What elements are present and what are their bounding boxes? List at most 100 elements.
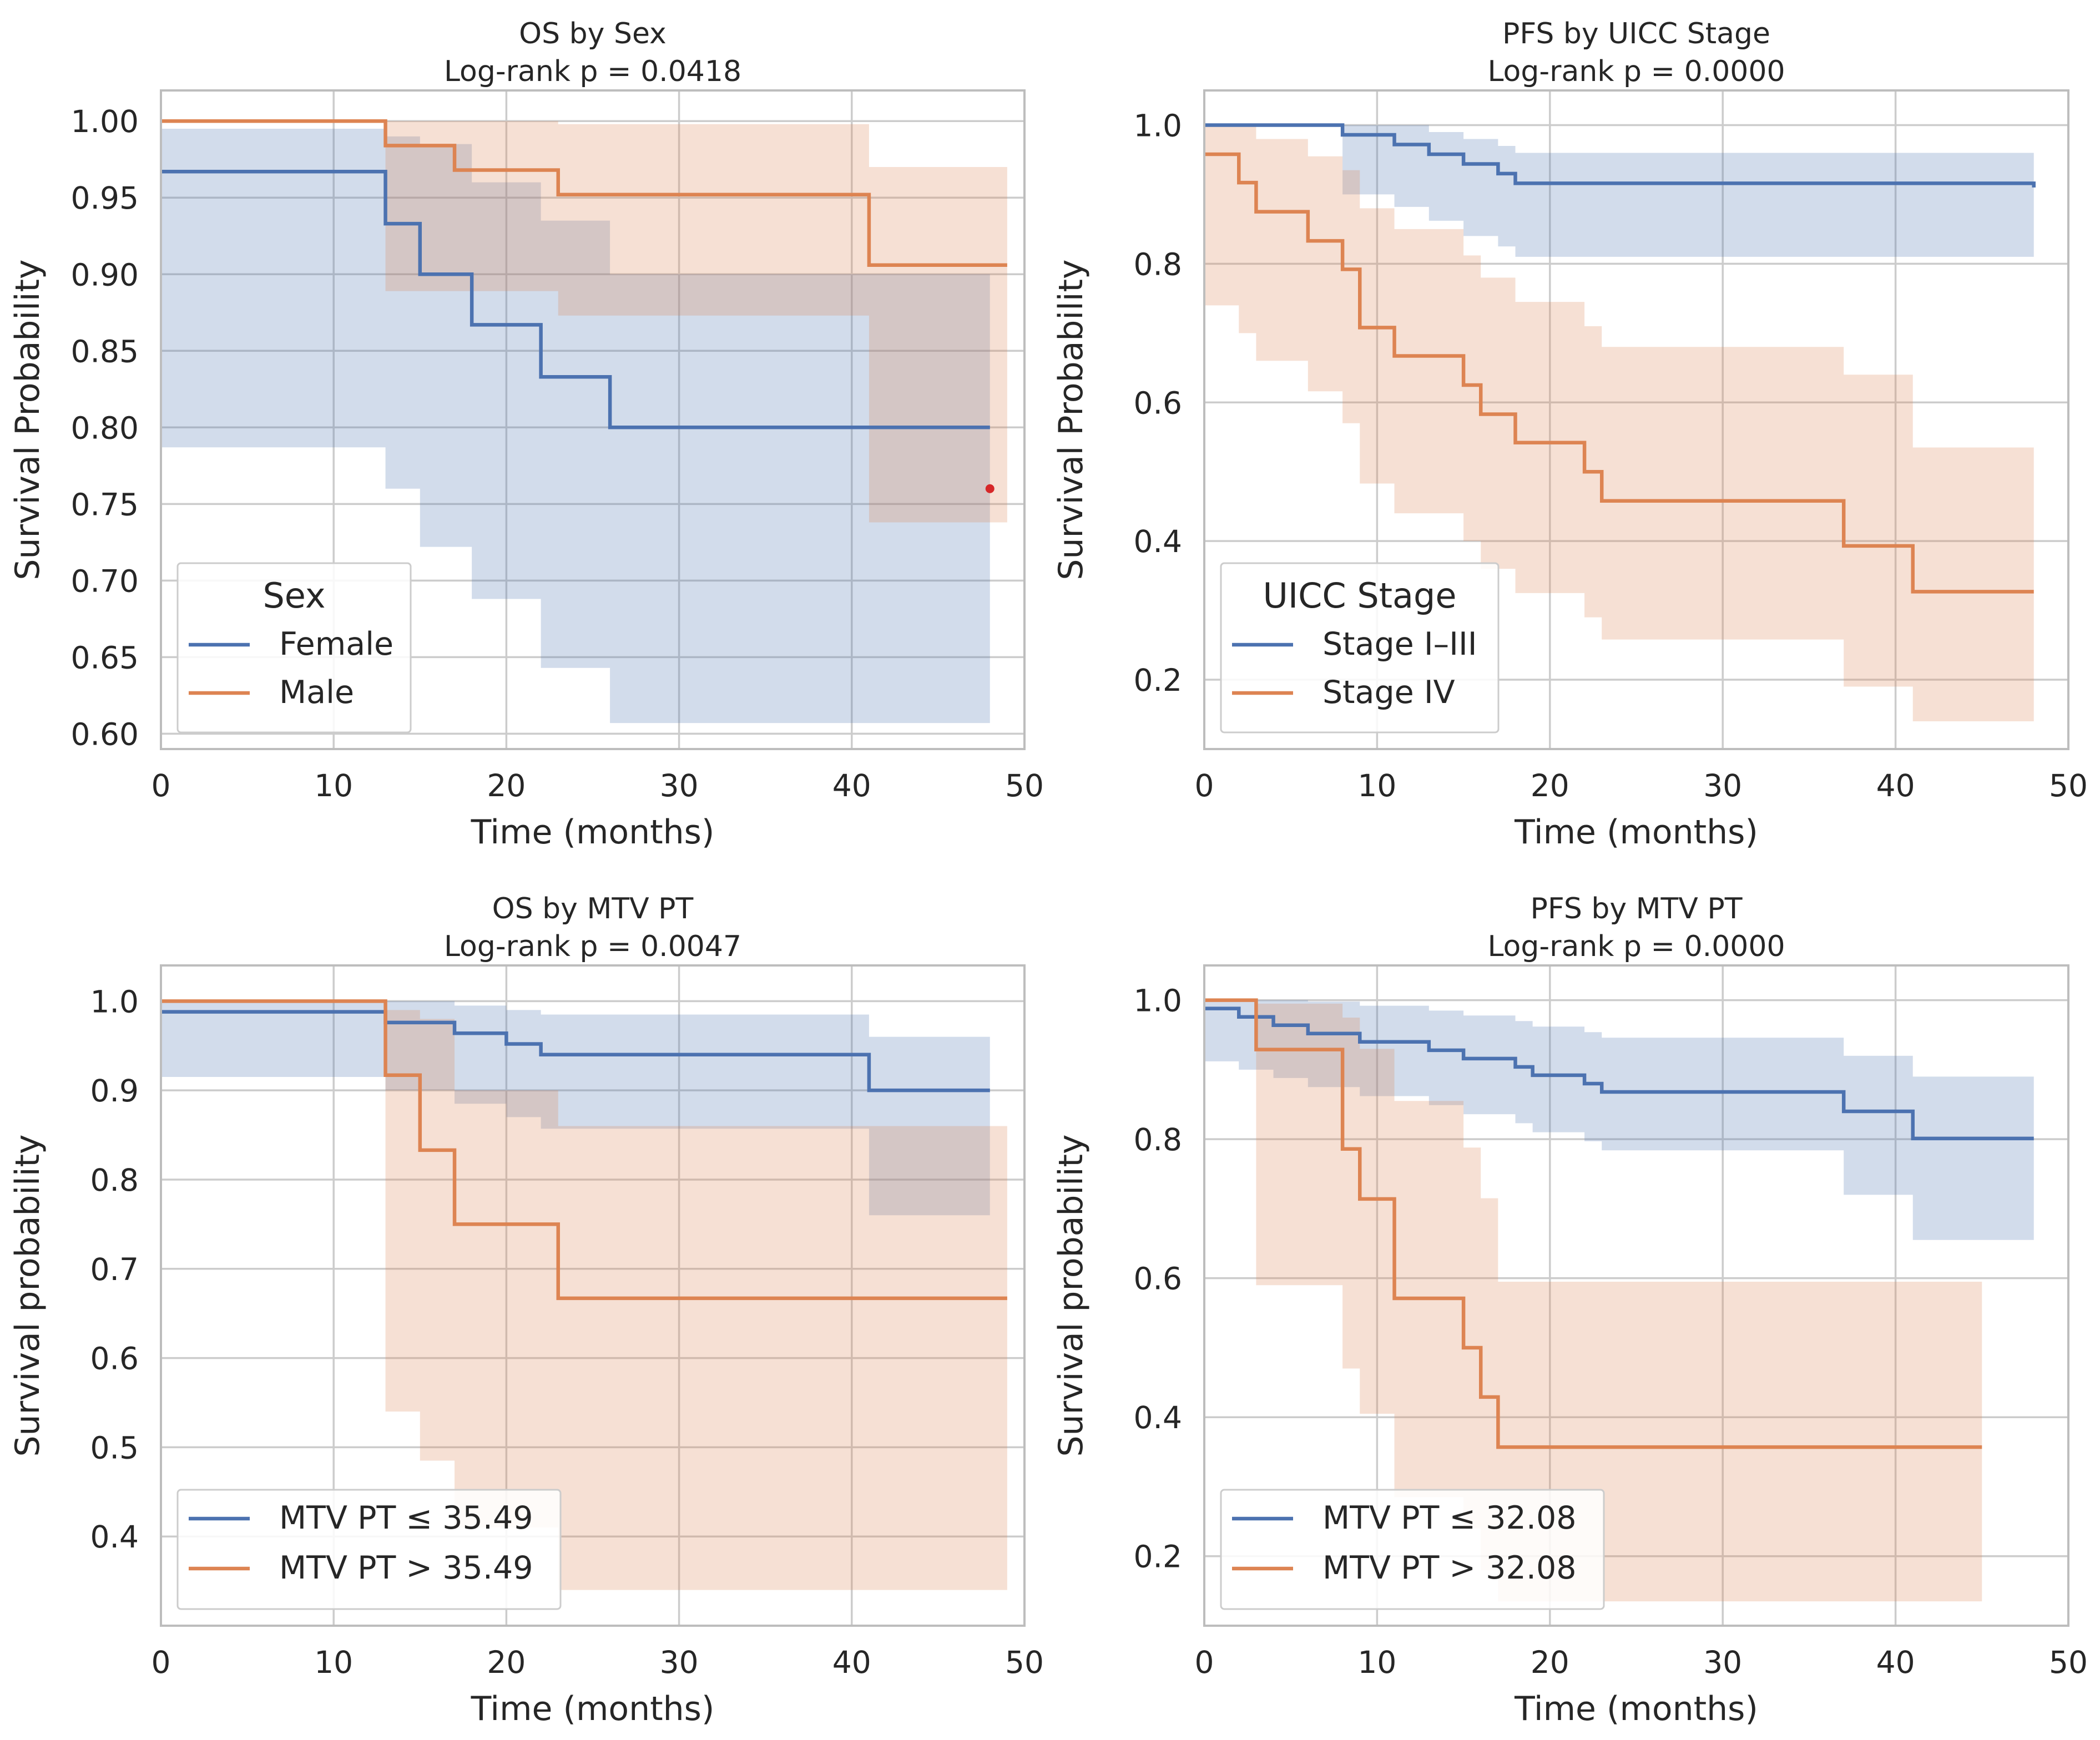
plot-series: [1204, 998, 2034, 1602]
y-tick-label: 0.6: [1134, 1261, 1182, 1297]
x-tick-label: 0: [1195, 1645, 1214, 1680]
x-tick-label: 0: [1195, 768, 1214, 803]
km-panel-os-by-sex: 0 10 20 30 40 50 0.60 0.65 0.70 0.75 0.80 0.85 0.90 0…: [8, 17, 1044, 852]
y-tick-label: 0.2: [1134, 1539, 1182, 1575]
y-tick-label: 0.65: [71, 640, 139, 675]
ci-band-orange: [161, 121, 1007, 523]
y-tick-label: 0.4: [1134, 1400, 1182, 1435]
x-tick-label: 10: [314, 1645, 353, 1680]
y-tick-label: 1.0: [1134, 983, 1182, 1019]
y-tick-label: 0.95: [71, 180, 139, 216]
x-tick-label: 50: [2049, 1645, 2088, 1680]
chart-subtitle: Log-rank p = 0.0418: [444, 55, 741, 88]
legend-box: [1220, 1489, 1605, 1610]
chart-subtitle: Log-rank p = 0.0000: [1487, 930, 1785, 963]
y-tick-label: 0.7: [90, 1252, 139, 1287]
x-tick-label: 10: [1357, 1645, 1396, 1680]
y-tick-label: 1.0: [90, 984, 139, 1019]
chart-title: OS by Sex: [519, 17, 667, 50]
legend-title: UICC Stage: [1263, 575, 1456, 616]
km-curve-blue: [161, 170, 990, 429]
km-curve-blue: [1204, 1006, 2034, 1141]
ci-band-orange: [1204, 1000, 1982, 1602]
y-axis-label: Survival Probability: [8, 259, 47, 580]
y-axis-label: Survival Probability: [1052, 259, 1091, 580]
km-curve-orange: [161, 119, 1007, 267]
y-tick-label: 0.8: [1134, 1122, 1182, 1157]
km-curve-orange: [1204, 152, 2034, 594]
x-tick-label: 20: [1531, 1645, 1569, 1680]
legend: MTV PT ≤ 32.08 MTV PT > 32.08: [1220, 1489, 1605, 1610]
ci-band-blue: [1204, 125, 2034, 257]
axes-frame: [1203, 89, 2069, 750]
y-tick-label: 1.00: [71, 104, 139, 139]
legend: MTV PT ≤ 35.49 MTV PT > 35.49: [176, 1489, 562, 1610]
x-tick-label: 20: [487, 1645, 526, 1680]
x-tick-label: 40: [832, 768, 871, 803]
axes-frame: [160, 89, 1026, 750]
x-tick-label: 30: [660, 768, 699, 803]
legend-label: Male: [279, 674, 354, 711]
plot-series: [1204, 123, 2036, 722]
km-curve-orange: [1204, 998, 1982, 1449]
chart-title: PFS by UICC Stage: [1502, 17, 1770, 50]
y-tick-label: 0.6: [1134, 385, 1182, 421]
plot-series: [161, 119, 1007, 724]
y-tick-label: 0.9: [90, 1073, 139, 1109]
legend-label: Stage IV: [1322, 674, 1455, 711]
y-axis-label: Survival probability: [1052, 1134, 1091, 1456]
x-axis-label: Time (months): [1514, 1690, 1758, 1728]
y-tick-label: 0.2: [1134, 662, 1182, 698]
legend-label: Stage I–III: [1322, 626, 1477, 662]
y-tick-label: 0.8: [1134, 246, 1182, 282]
y-tick-label: 0.85: [71, 333, 139, 369]
x-tick-label: 40: [1876, 768, 1915, 803]
y-tick-label: 0.80: [71, 410, 139, 446]
x-tick-label: 40: [1876, 1645, 1915, 1680]
axes-frame: [160, 964, 1026, 1627]
y-axis-label: Survival probability: [8, 1134, 47, 1456]
km-panel-os-by-mtv-pt: 0 10 20 30 40 50 0.4 0.5 0.6 0.7 0.8 0.9 1.0 Time (mo…: [8, 892, 1044, 1728]
km-panel-pfs-by-uicc-stage: 0 10 20 30 40 50 0.2 0.4 0.6 0.8 1.0 Time (months) S…: [1052, 17, 2088, 852]
x-axis-label: Time (months): [1514, 813, 1758, 852]
ci-band-blue: [1204, 1000, 2034, 1240]
chart-subtitle: Log-rank p = 0.0047: [444, 930, 741, 963]
legend-box: [176, 562, 412, 734]
y-tick-label: 0.4: [1134, 524, 1182, 559]
plot-series: [161, 999, 1007, 1590]
y-tick-label: 0.4: [90, 1519, 139, 1555]
x-tick-label: 0: [152, 1645, 171, 1680]
chart-subtitle: Log-rank p = 0.0000: [1487, 55, 1785, 88]
x-tick-label: 50: [1005, 768, 1044, 803]
y-tick-label: 0.6: [90, 1341, 139, 1377]
km-curve-orange: [161, 999, 1007, 1301]
y-tick-label: 0.5: [90, 1430, 139, 1465]
x-tick-label: 20: [487, 768, 526, 803]
ci-band-orange: [1204, 125, 2034, 722]
legend-label: MTV PT ≤ 35.49: [279, 1500, 533, 1536]
x-tick-label: 30: [660, 1645, 699, 1680]
y-tick-label: 1.0: [1134, 108, 1182, 143]
x-tick-label: 0: [152, 768, 171, 803]
x-axis-label: Time (months): [471, 813, 715, 852]
y-tick-label: 0.60: [71, 716, 139, 752]
x-tick-label: 10: [1357, 768, 1396, 803]
x-axis-label: Time (months): [471, 1690, 715, 1728]
x-tick-label: 40: [832, 1645, 871, 1680]
x-tick-label: 20: [1531, 768, 1569, 803]
y-tick-label: 0.75: [71, 487, 139, 522]
chart-title: PFS by MTV PT: [1530, 892, 1742, 925]
legend-box: [176, 1489, 562, 1610]
km-curve-blue: [1204, 123, 2036, 188]
legend: Sex Female Male: [176, 562, 412, 734]
legend-title: Sex: [262, 575, 325, 616]
y-tick-label: 0.70: [71, 563, 139, 599]
legend: UICC Stage Stage I–III Stage IV: [1220, 562, 1500, 734]
x-tick-label: 30: [1703, 768, 1742, 803]
legend-label: Female: [279, 626, 393, 662]
axes-frame: [1203, 964, 2069, 1627]
legend-label: MTV PT > 35.49: [279, 1550, 533, 1586]
legend-label: MTV PT > 32.08: [1322, 1550, 1576, 1586]
ci-band-orange: [161, 1001, 1007, 1590]
